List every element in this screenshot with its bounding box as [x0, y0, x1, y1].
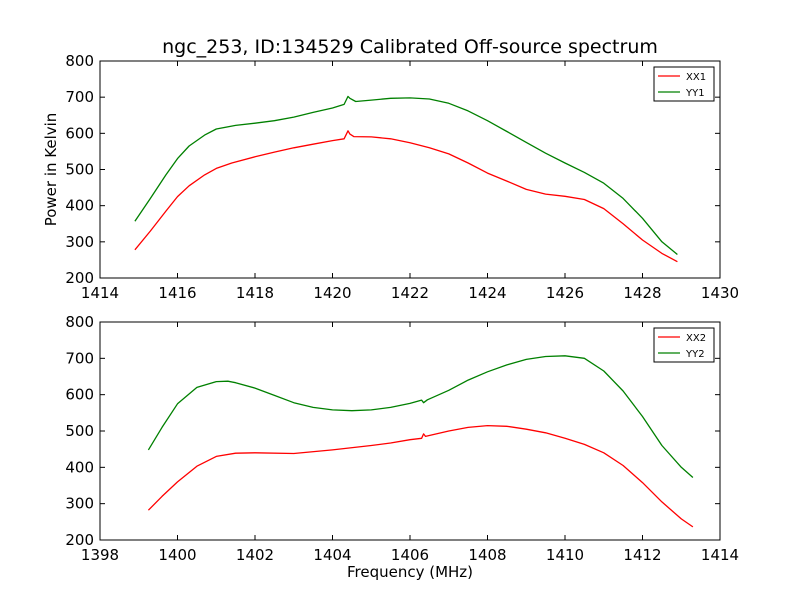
- top-x-tick-label: 1418: [236, 284, 274, 302]
- top-x-tick-label: 1430: [701, 284, 739, 302]
- bottom-x-tick-label: 1406: [391, 546, 429, 564]
- top-y-tick-label: 600: [65, 124, 94, 142]
- bottom-x-tick-label: 1410: [546, 546, 584, 564]
- bottom-x-tick-label: 1398: [81, 546, 119, 564]
- top-legend-label-xx1: XX1: [686, 72, 706, 83]
- bottom-series-yy2-line: [147, 355, 694, 478]
- top-legend-label-yy1: YY1: [685, 88, 705, 99]
- top-x-tick-label: 1420: [313, 284, 351, 302]
- bottom-x-axis-label: Frequency (MHz): [347, 563, 473, 581]
- bottom-panel: 1398 1400 1402 1404 1406 1408 1410 1412 1414 200 3…: [65, 313, 739, 581]
- chart-title: ngc_253, ID:134529 Calibrated Off-source…: [162, 36, 658, 58]
- top-panel: 1414 1416 1418 1420 1422 1424 1426 1428 1430 200 3…: [42, 52, 739, 302]
- top-x-tick-label: 1416: [158, 284, 196, 302]
- top-y-tick-label: 500: [65, 161, 94, 179]
- bottom-y-tick-label: 700: [65, 349, 94, 367]
- top-x-tick-label: 1422: [391, 284, 429, 302]
- top-series-yy1-line: [134, 95, 678, 256]
- bottom-x-tick-label: 1408: [468, 546, 506, 564]
- bottom-legend-label-yy2: YY2: [685, 349, 705, 360]
- bottom-y-tick-label: 600: [65, 386, 94, 404]
- top-x-tick-label: 1428: [623, 284, 661, 302]
- bottom-y-tick-label: 500: [65, 422, 94, 440]
- top-x-tick-label: 1414: [81, 284, 119, 302]
- top-y-tick-label: 300: [65, 233, 94, 251]
- top-x-tick-label: 1424: [468, 284, 506, 302]
- top-y-tick-label: 400: [65, 197, 94, 215]
- top-x-tick-label: 1426: [546, 284, 584, 302]
- bottom-x-tick-label: 1414: [701, 546, 739, 564]
- bottom-series-xx2-line: [147, 424, 694, 528]
- bottom-x-tick-label: 1400: [158, 546, 196, 564]
- top-y-tick-label: 800: [65, 52, 94, 70]
- top-y-tick-label: 700: [65, 88, 94, 106]
- top-y-axis-label: Power in Kelvin: [42, 113, 60, 227]
- bottom-y-tick-label: 300: [65, 495, 94, 513]
- bottom-legend-label-xx2: XX2: [686, 333, 706, 344]
- bottom-y-tick-label: 800: [65, 313, 94, 331]
- bottom-legend-box: [653, 327, 715, 363]
- bottom-y-tick-label: 400: [65, 458, 94, 476]
- bottom-x-tick-label: 1412: [623, 546, 661, 564]
- bottom-x-tick-label: 1404: [313, 546, 351, 564]
- top-y-tick-label: 200: [65, 269, 94, 287]
- bottom-x-tick-label: 1402: [236, 546, 274, 564]
- top-series-xx1-line: [134, 130, 678, 263]
- bottom-y-tick-label: 200: [65, 531, 94, 549]
- top-legend-box: [653, 66, 715, 102]
